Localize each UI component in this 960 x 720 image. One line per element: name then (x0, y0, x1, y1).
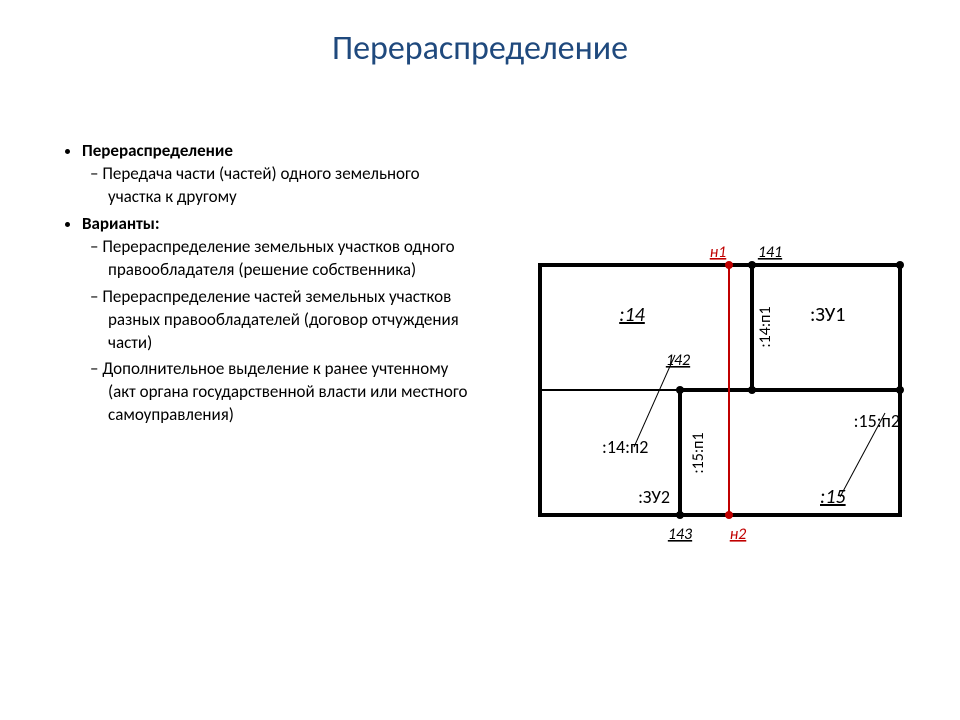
bullet-l2: Дополнительное выделение к ранее учтенно… (108, 358, 470, 427)
parcel-diagram: н1 141 :14 :ЗУ1 142 :14:п2 :15:п2 :ЗУ2 :15 143 н2:… (520, 235, 920, 565)
svg-text::15:п1: :15:п1 (689, 432, 708, 473)
svg-text::14:п1: :14:п1 (756, 306, 775, 347)
bullet-text: Варианты: (82, 213, 160, 234)
bullet-l1: Варианты: Перераспределение земельных уч… (82, 213, 470, 427)
svg-text:141: 141 (758, 243, 782, 262)
svg-text::14:п2: :14:п2 (602, 436, 648, 458)
slide: Перераспределение Перераспределение Пере… (0, 0, 960, 720)
bullet-text: Перераспределение (82, 140, 233, 161)
svg-text:н1: н1 (710, 243, 727, 262)
svg-text::15: :15 (820, 485, 846, 509)
bullet-l1: Перераспределение Передача части (частей… (82, 140, 470, 209)
svg-text::ЗУ2: :ЗУ2 (638, 486, 670, 508)
diagram-svg: н1 141 :14 :ЗУ1 142 :14:п2 :15:п2 :ЗУ2 :15 143 н2:… (520, 235, 920, 565)
svg-text:н2: н2 (730, 525, 747, 544)
bullet-l2: Перераспределение частей земельных участ… (108, 286, 470, 355)
svg-text::ЗУ1: :ЗУ1 (810, 303, 845, 327)
slide-title: Перераспределение (0, 28, 960, 69)
svg-text:142: 142 (666, 351, 690, 370)
svg-text:143: 143 (668, 525, 693, 544)
svg-text::15:п2: :15:п2 (854, 410, 900, 432)
text-content: Перераспределение Передача части (частей… (60, 140, 470, 431)
bullet-l2: Перераспределение земельных участков одн… (108, 236, 470, 282)
svg-text::14: :14 (619, 303, 645, 327)
bullet-l2: Передача части (частей) одного земельног… (108, 163, 470, 209)
